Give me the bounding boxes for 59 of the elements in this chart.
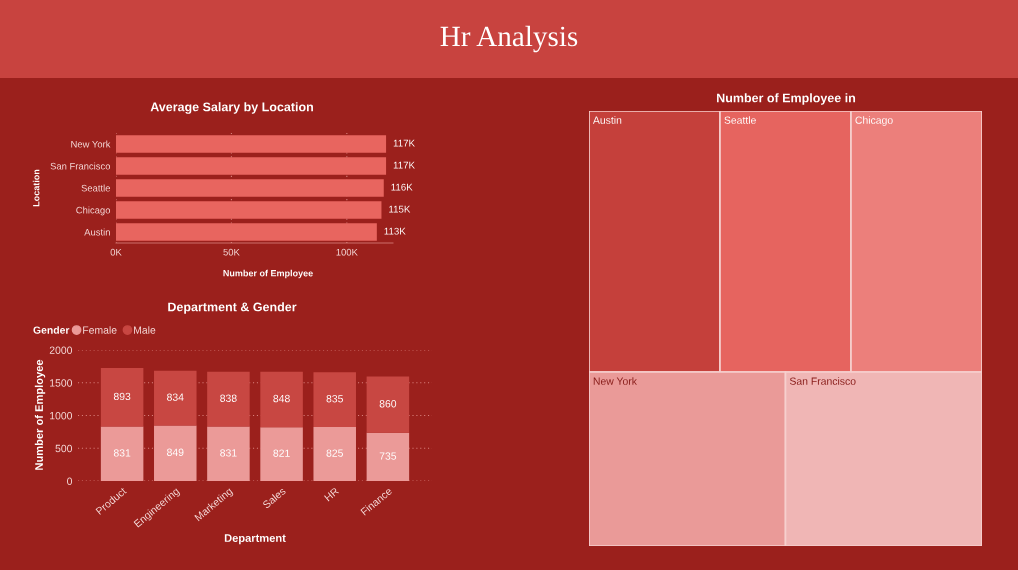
data-label: 849 <box>167 448 184 456</box>
x-tick-label: 0K <box>110 248 122 256</box>
data-label: 113K <box>384 227 406 235</box>
bar <box>313 372 356 427</box>
y-tick-label: Austin <box>84 228 110 236</box>
bar <box>207 371 250 427</box>
bar <box>207 426 250 481</box>
y-tick-label: Chicago <box>76 206 111 216</box>
bar <box>100 368 144 427</box>
category-label: Chicago <box>855 116 893 126</box>
chart-title: Average Salary by Location <box>150 102 313 114</box>
data-label: 735 <box>379 452 397 460</box>
data-label: 117K <box>393 139 415 147</box>
legend-label: Male <box>134 326 156 334</box>
data-label: 838 <box>220 394 237 402</box>
data-label: 860 <box>379 400 397 408</box>
bar <box>154 370 197 426</box>
data-label: 835 <box>326 395 343 403</box>
y-tick-label: 1500 <box>50 379 73 387</box>
y-tick-label: 500 <box>55 444 73 453</box>
category-label: New York <box>593 377 637 385</box>
bar <box>100 426 144 481</box>
legend-title: Gender <box>33 326 70 334</box>
x-axis-title: Department <box>224 534 286 545</box>
text: Number of Employee in <box>717 93 856 105</box>
y-tick-label: 1000 <box>50 412 73 420</box>
data-label: 831 <box>220 449 237 457</box>
bar <box>260 427 303 481</box>
bar <box>313 426 356 481</box>
bar <box>366 432 410 481</box>
data-label: 848 <box>273 394 290 403</box>
data-label: 117K <box>393 161 415 169</box>
data-label: 893 <box>113 392 131 401</box>
bar <box>154 425 197 481</box>
y-tick-label: 2000 <box>49 346 73 354</box>
category-label: San Francisco <box>789 377 856 385</box>
bar <box>366 376 410 433</box>
y-axis-title: Location <box>32 169 40 207</box>
y-axis-title: Number of Employee <box>34 359 46 470</box>
data-label: 115K <box>389 205 411 213</box>
data-label: 116K <box>391 183 413 191</box>
chart-title: Department & Gender <box>168 302 297 314</box>
category-label: Austin <box>592 116 622 124</box>
y-tick-label: Seattle <box>81 184 111 192</box>
bar <box>260 371 303 428</box>
x-tick-label: HR <box>324 487 340 502</box>
y-tick-label: San Francisco <box>50 162 111 170</box>
y-tick-label: 0 <box>67 477 73 485</box>
text: Hr Analysis <box>440 25 578 53</box>
y-tick-label: New York <box>71 140 111 148</box>
data-label: 834 <box>167 393 184 401</box>
x-tick-label: 50K <box>223 248 240 256</box>
x-axis-title: Number of Employee <box>223 269 313 279</box>
data-label: 825 <box>326 449 343 457</box>
category-label: Seattle <box>724 116 756 124</box>
data-label: 831 <box>113 449 131 457</box>
legend-label: Female <box>83 326 117 334</box>
data-label: 821 <box>273 449 290 457</box>
x-tick-label: 100K <box>336 248 358 256</box>
